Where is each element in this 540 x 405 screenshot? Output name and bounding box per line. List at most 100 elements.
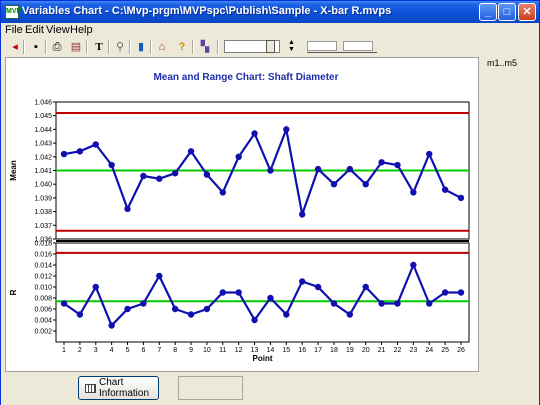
menu-file[interactable]: File bbox=[5, 24, 23, 36]
mean-ytick-label: 1.037 bbox=[34, 223, 52, 230]
range-data-point bbox=[330, 300, 338, 307]
zoom-icon[interactable]: ⚲ bbox=[115, 41, 125, 53]
range-ytick-label: 0.012 bbox=[34, 274, 52, 281]
range-data-point bbox=[76, 311, 84, 318]
toolbar-separator bbox=[108, 40, 110, 54]
exit-icon[interactable]: ◂ bbox=[12, 41, 18, 53]
menu-view[interactable]: View bbox=[46, 24, 70, 36]
slider-thumb[interactable] bbox=[266, 40, 275, 53]
door-icon[interactable]: ▚ bbox=[200, 41, 210, 53]
menu-bar: File Edit View Help bbox=[1, 23, 539, 37]
range-ytick-label: 0.014 bbox=[34, 263, 52, 270]
mean-data-point bbox=[394, 161, 401, 169]
mean-data-point bbox=[60, 150, 68, 158]
xtick-label: 4 bbox=[110, 347, 114, 354]
colors-icon[interactable]: ▮ bbox=[137, 41, 145, 53]
xtick-label: 10 bbox=[203, 347, 211, 354]
status-panel bbox=[178, 376, 243, 400]
chart-information-button[interactable]: Chart Information bbox=[78, 376, 159, 400]
range-data-point bbox=[235, 289, 242, 296]
xtick-label: 25 bbox=[441, 347, 449, 354]
zoom-field[interactable] bbox=[307, 41, 337, 51]
mean-data-point bbox=[171, 170, 179, 177]
xtick-label: 3 bbox=[94, 347, 98, 354]
mean-ytick-label: 1.036 bbox=[34, 237, 52, 244]
range-data-point bbox=[410, 261, 417, 269]
toolbar-separator bbox=[192, 40, 194, 54]
table-icon bbox=[85, 384, 96, 393]
range-data-point bbox=[441, 289, 449, 296]
xtick-label: 8 bbox=[173, 347, 177, 354]
xtick-label: 9 bbox=[189, 347, 193, 354]
spin-control[interactable]: ▲ ▼ bbox=[288, 39, 295, 53]
home-icon[interactable]: ⌂ bbox=[158, 41, 166, 53]
mean-data-point bbox=[457, 194, 465, 202]
xtick-label: 20 bbox=[362, 347, 370, 354]
maximize-button[interactable]: □ bbox=[498, 3, 516, 21]
range-ytick-label: 0.006 bbox=[34, 307, 52, 314]
mean-ytick-label: 1.039 bbox=[34, 195, 52, 202]
range-series-line bbox=[63, 262, 461, 328]
text-icon[interactable]: T bbox=[95, 41, 103, 53]
xtick-label: 21 bbox=[378, 347, 386, 354]
close-button[interactable]: ✕ bbox=[518, 3, 536, 21]
print-icon[interactable]: ⎙ bbox=[52, 41, 62, 53]
toolbar: ◂ ▪ ⎙ ▤ T ⚲ ▮ ⌂ ? ▚ ▲ ▼ bbox=[1, 37, 539, 57]
zoom-control[interactable] bbox=[307, 39, 377, 53]
xtick-label: 17 bbox=[314, 347, 322, 354]
toolbar-separator bbox=[23, 40, 25, 54]
save-icon[interactable]: ▪ bbox=[34, 41, 38, 53]
zoom-field[interactable] bbox=[343, 41, 373, 51]
mean-data-point bbox=[346, 165, 354, 173]
minimize-button[interactable]: _ bbox=[479, 3, 497, 21]
title-bar[interactable]: MVP Variables Chart - C:\Mvp-prgm\MVPspc… bbox=[1, 1, 539, 23]
mean-data-point bbox=[267, 167, 274, 174]
mean-data-point bbox=[314, 165, 322, 173]
range-ylabel: R bbox=[9, 289, 18, 295]
mean-data-point bbox=[251, 130, 258, 137]
range-ytick-label: 0.004 bbox=[34, 318, 52, 325]
xtick-label: 7 bbox=[157, 347, 161, 354]
xtick-label: 24 bbox=[425, 347, 433, 354]
range-data-point bbox=[346, 311, 354, 318]
mean-ytick-label: 1.045 bbox=[34, 113, 52, 120]
mean-data-point bbox=[441, 186, 449, 193]
mean-data-point bbox=[219, 189, 226, 196]
range-data-point bbox=[187, 311, 195, 318]
mean-data-point bbox=[140, 172, 147, 180]
xtick-label: 26 bbox=[457, 347, 465, 354]
range-plot-frame bbox=[55, 242, 470, 343]
mean-data-point bbox=[187, 148, 195, 155]
range-data-point bbox=[426, 300, 433, 307]
print-preview-icon[interactable]: ▤ bbox=[70, 41, 82, 53]
mean-data-point bbox=[92, 141, 99, 148]
xtick-label: 18 bbox=[330, 347, 338, 354]
xtick-label: 13 bbox=[251, 347, 259, 354]
xtick-label: 14 bbox=[267, 347, 275, 354]
menu-edit[interactable]: Edit bbox=[25, 24, 44, 36]
mean-data-point bbox=[108, 161, 115, 169]
mean-ytick-label: 1.041 bbox=[34, 168, 52, 175]
range-data-point bbox=[283, 311, 290, 318]
mean-ytick-label: 1.043 bbox=[34, 141, 52, 148]
toolbar-separator bbox=[45, 40, 47, 54]
range-data-point bbox=[156, 272, 163, 280]
xtick-label: 5 bbox=[126, 347, 130, 354]
mean-data-point bbox=[124, 205, 131, 213]
mean-data-point bbox=[299, 211, 306, 218]
menu-help[interactable]: Help bbox=[70, 24, 93, 36]
range-data-point bbox=[140, 300, 147, 307]
range-data-point bbox=[219, 289, 226, 296]
range-data-point bbox=[299, 278, 306, 285]
xlabel: Point bbox=[253, 354, 273, 363]
help-icon[interactable]: ? bbox=[178, 41, 186, 53]
range-ytick-label: 0.010 bbox=[34, 285, 52, 292]
xtick-label: 11 bbox=[219, 347, 226, 354]
app-icon[interactable]: MVP bbox=[5, 5, 21, 19]
mean-ytick-label: 1.046 bbox=[34, 100, 52, 107]
range-data-point bbox=[92, 283, 99, 291]
mean-ytick-label: 1.042 bbox=[34, 154, 52, 161]
range-data-point bbox=[362, 283, 369, 291]
xtick-label: 6 bbox=[141, 347, 145, 354]
